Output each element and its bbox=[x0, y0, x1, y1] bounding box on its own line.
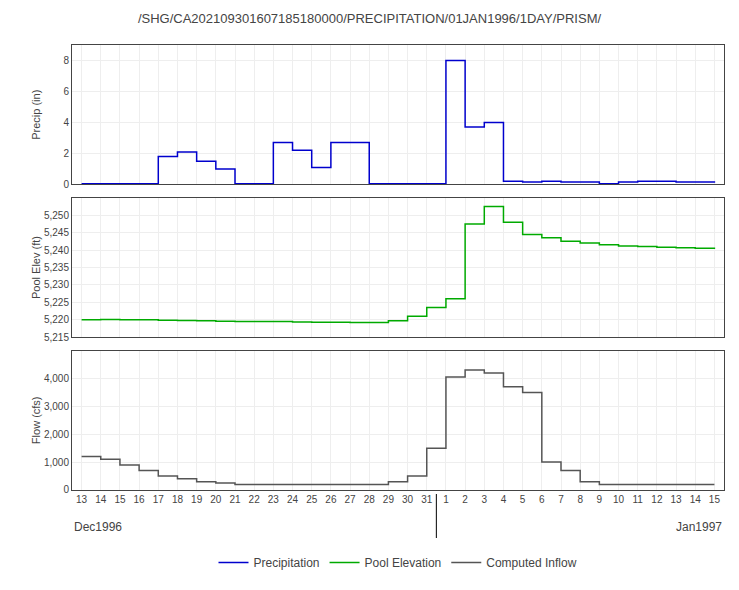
svg-text:23: 23 bbox=[268, 494, 280, 505]
svg-text:29: 29 bbox=[383, 494, 395, 505]
svg-text:16: 16 bbox=[134, 494, 146, 505]
svg-text:26: 26 bbox=[325, 494, 337, 505]
svg-text:10: 10 bbox=[613, 494, 625, 505]
svg-text:0: 0 bbox=[63, 484, 69, 495]
svg-text:5,225: 5,225 bbox=[44, 297, 69, 308]
svg-text:2,000: 2,000 bbox=[44, 429, 69, 440]
svg-text:5,240: 5,240 bbox=[44, 245, 69, 256]
svg-text:28: 28 bbox=[364, 494, 376, 505]
svg-text:24: 24 bbox=[287, 494, 299, 505]
svg-text:Pool Elevation: Pool Elevation bbox=[365, 556, 442, 570]
svg-text:27: 27 bbox=[344, 494, 356, 505]
svg-text:15: 15 bbox=[709, 494, 721, 505]
svg-text:21: 21 bbox=[229, 494, 241, 505]
svg-text:30: 30 bbox=[402, 494, 414, 505]
svg-text:13: 13 bbox=[670, 494, 682, 505]
svg-text:2: 2 bbox=[462, 494, 468, 505]
svg-text:Precip (in): Precip (in) bbox=[30, 90, 42, 140]
svg-text:25: 25 bbox=[306, 494, 318, 505]
svg-text:8: 8 bbox=[577, 494, 583, 505]
svg-text:Computed Inflow: Computed Inflow bbox=[486, 556, 576, 570]
svg-text:5: 5 bbox=[520, 494, 526, 505]
svg-text:5,245: 5,245 bbox=[44, 227, 69, 238]
svg-text:5,235: 5,235 bbox=[44, 262, 69, 273]
svg-text:Jan1997: Jan1997 bbox=[676, 520, 722, 534]
svg-text:5,250: 5,250 bbox=[44, 210, 69, 221]
svg-text:6: 6 bbox=[539, 494, 545, 505]
svg-text:4: 4 bbox=[501, 494, 507, 505]
svg-text:3,000: 3,000 bbox=[44, 401, 69, 412]
svg-text:2: 2 bbox=[63, 148, 69, 159]
svg-text:15: 15 bbox=[114, 494, 126, 505]
svg-text:14: 14 bbox=[95, 494, 107, 505]
svg-text:8: 8 bbox=[63, 55, 69, 66]
svg-text:22: 22 bbox=[249, 494, 261, 505]
svg-text:4: 4 bbox=[63, 117, 69, 128]
svg-text:9: 9 bbox=[597, 494, 603, 505]
svg-text:5,215: 5,215 bbox=[44, 332, 69, 343]
svg-text:4,000: 4,000 bbox=[44, 373, 69, 384]
svg-text:5,230: 5,230 bbox=[44, 279, 69, 290]
svg-text:7: 7 bbox=[558, 494, 564, 505]
svg-text:5,220: 5,220 bbox=[44, 314, 69, 325]
svg-text:3: 3 bbox=[482, 494, 488, 505]
svg-text:17: 17 bbox=[153, 494, 165, 505]
svg-text:/SHG/CA202109301607185180000/P: /SHG/CA202109301607185180000/PRECIPITATI… bbox=[138, 11, 602, 26]
svg-text:12: 12 bbox=[651, 494, 663, 505]
svg-text:19: 19 bbox=[191, 494, 203, 505]
svg-text:18: 18 bbox=[172, 494, 184, 505]
svg-text:13: 13 bbox=[76, 494, 88, 505]
svg-text:14: 14 bbox=[690, 494, 702, 505]
svg-text:Dec1996: Dec1996 bbox=[74, 520, 122, 534]
svg-text:Precipitation: Precipitation bbox=[254, 556, 320, 570]
svg-text:31: 31 bbox=[421, 494, 433, 505]
svg-text:6: 6 bbox=[63, 86, 69, 97]
svg-text:1,000: 1,000 bbox=[44, 457, 69, 468]
svg-text:Pool Elev (ft): Pool Elev (ft) bbox=[30, 236, 42, 299]
svg-text:1: 1 bbox=[443, 494, 449, 505]
svg-text:Flow (cfs): Flow (cfs) bbox=[30, 396, 42, 444]
svg-text:20: 20 bbox=[210, 494, 222, 505]
svg-text:0: 0 bbox=[63, 179, 69, 190]
svg-text:11: 11 bbox=[633, 494, 644, 505]
